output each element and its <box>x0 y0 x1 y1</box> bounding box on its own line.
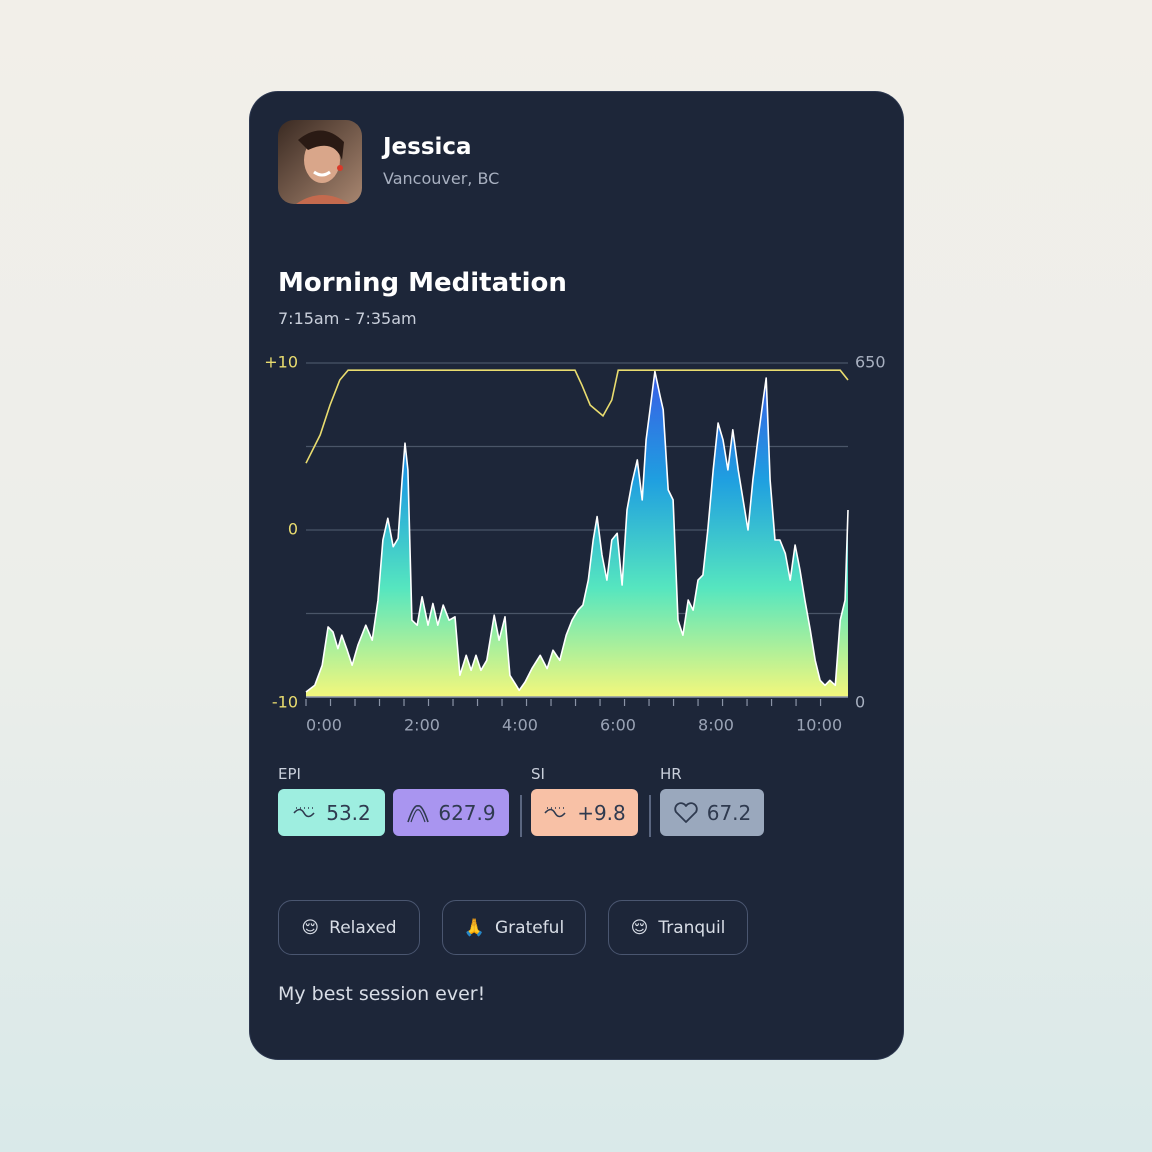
x-tick-label: 8:00 <box>698 716 734 735</box>
x-tick-label: 10:00 <box>796 716 842 735</box>
metric-value: 53.2 <box>326 800 371 825</box>
area-fill <box>306 371 848 697</box>
x-tick-label: 4:00 <box>502 716 538 735</box>
line <box>305 369 849 464</box>
x-tick-label: 2:00 <box>404 716 440 735</box>
emoji: 🙏 <box>463 917 485 938</box>
y2-tick-label: 0 <box>855 693 865 712</box>
x-tick-label: 0:00 <box>306 716 342 735</box>
metric-group-label: SI <box>531 765 545 783</box>
metric-chip[interactable]: 53.2 <box>278 789 385 836</box>
icon <box>544 806 566 817</box>
mood-tag[interactable]: 😌 Tranquil <box>608 900 748 955</box>
tag-label: Relaxed <box>329 917 397 938</box>
metric-chip[interactable]: 627.9 <box>393 789 509 836</box>
avatar <box>278 120 362 204</box>
area-line <box>305 370 849 693</box>
tag-label: Grateful <box>494 917 565 938</box>
y-tick-label: +10 <box>264 353 298 372</box>
separator <box>649 795 651 837</box>
y-tick-label: -10 <box>272 693 298 712</box>
metric-value: 627.9 <box>438 800 496 825</box>
y2-tick-label: 650 <box>855 353 886 372</box>
user-location: Vancouver, BC <box>383 169 500 188</box>
metric-group-label: EPI <box>278 765 301 783</box>
emoji: 😌 <box>630 917 649 938</box>
mood-tag[interactable]: 😌 Relaxed <box>278 900 420 955</box>
emoji: 😌 <box>301 917 320 938</box>
icon <box>674 801 698 823</box>
y-tick-label: 0 <box>288 520 298 539</box>
metric-chip[interactable]: 67.2 <box>660 789 764 836</box>
mood-tag[interactable]: 🙏 Grateful <box>442 900 586 955</box>
metric-value: 67.2 <box>706 800 752 825</box>
tag-label: Tranquil <box>658 917 726 938</box>
session-note: My best session ever! <box>278 983 486 1005</box>
session-time: 7:15am - 7:35am <box>278 309 417 328</box>
user-name: Jessica <box>383 134 472 160</box>
icon <box>407 804 430 822</box>
metric-group-label: HR <box>660 765 682 783</box>
separator <box>520 795 522 837</box>
metric-chip[interactable]: +9.8 <box>531 789 638 836</box>
metric-value: +9.8 <box>577 800 626 825</box>
session-title: Morning Meditation <box>278 268 567 298</box>
x-tick-label: 6:00 <box>600 716 636 735</box>
icon <box>293 806 315 817</box>
